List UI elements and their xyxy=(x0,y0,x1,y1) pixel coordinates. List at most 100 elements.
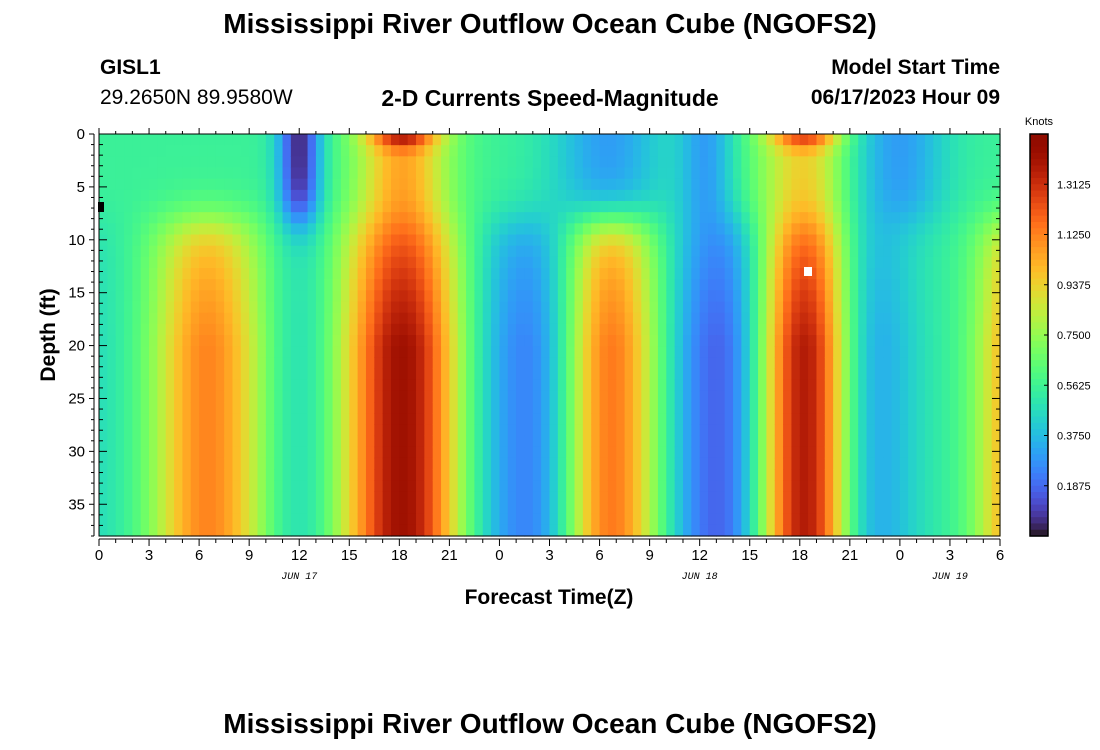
heatmap-cell xyxy=(766,256,776,269)
heatmap-cell xyxy=(716,312,726,325)
heatmap-cell xyxy=(190,256,200,269)
heatmap-cell xyxy=(199,491,209,504)
heatmap-cell xyxy=(783,201,793,213)
heatmap-cell xyxy=(708,312,717,325)
heatmap-cell xyxy=(774,301,784,314)
heatmap-cell xyxy=(290,368,300,381)
heatmap-cell xyxy=(941,480,951,492)
heatmap-cell xyxy=(749,256,759,269)
heatmap-cell xyxy=(624,513,634,526)
heatmap-cell xyxy=(532,335,542,347)
colorbar-step xyxy=(1030,159,1048,167)
heatmap-cell xyxy=(390,368,400,381)
heatmap-cell xyxy=(699,502,709,515)
heatmap-cell xyxy=(324,335,334,347)
heatmap-cell xyxy=(949,346,959,358)
heatmap-cell xyxy=(991,357,1001,370)
y-tick-label: 0 xyxy=(77,126,85,143)
heatmap-cell xyxy=(849,435,859,448)
heatmap-cell xyxy=(616,201,626,213)
heatmap-cell xyxy=(682,323,692,336)
date-labels: JUN 17 JUN 18 JUN 19 xyxy=(281,572,968,583)
heatmap-cell xyxy=(224,312,234,325)
heatmap-cell xyxy=(282,268,292,280)
depth-indicator xyxy=(98,202,104,212)
heatmap-cell xyxy=(758,502,767,515)
heatmap-cell xyxy=(482,357,492,370)
heatmap-cell xyxy=(257,167,267,180)
heatmap-cell xyxy=(132,368,142,381)
heatmap-cell xyxy=(265,312,275,325)
heatmap-cell xyxy=(424,156,434,169)
heatmap-cell xyxy=(649,480,659,492)
heatmap-cell xyxy=(315,502,325,515)
heatmap-cell xyxy=(607,424,617,437)
heatmap-cell xyxy=(607,301,617,314)
heatmap-cell xyxy=(632,524,642,537)
heatmap-cell xyxy=(641,390,651,403)
heatmap-cell xyxy=(716,256,726,269)
heatmap-cell xyxy=(657,234,667,247)
heatmap-cell xyxy=(140,145,150,157)
heatmap-cell xyxy=(699,201,709,213)
heatmap-cell xyxy=(708,167,717,180)
heatmap-cell xyxy=(482,346,492,358)
heatmap-cell xyxy=(157,301,167,314)
heatmap-cell xyxy=(666,256,676,269)
heatmap-cell xyxy=(315,379,325,392)
heatmap-cell xyxy=(174,491,184,504)
heatmap-cell xyxy=(582,368,592,381)
heatmap-cell xyxy=(182,212,192,224)
heatmap-cell xyxy=(374,457,384,470)
heatmap-cell xyxy=(632,502,642,515)
heatmap-cell xyxy=(599,335,609,347)
heatmap-cell xyxy=(324,201,334,213)
heatmap-cell xyxy=(532,167,542,180)
heatmap-cell xyxy=(682,256,692,269)
heatmap-cell xyxy=(257,390,267,403)
heatmap-cell xyxy=(649,435,659,448)
heatmap-cell xyxy=(224,480,234,492)
heatmap-cell xyxy=(874,189,884,202)
heatmap-cell xyxy=(441,256,450,269)
heatmap-cell xyxy=(357,290,367,303)
heatmap-cell xyxy=(399,134,409,146)
heatmap-cell xyxy=(507,312,517,325)
heatmap-cell xyxy=(441,435,450,448)
heatmap-cell xyxy=(457,424,467,437)
heatmap-cell xyxy=(716,134,726,146)
heatmap-cell xyxy=(107,234,117,247)
heatmap-cell xyxy=(457,178,467,191)
heatmap-cell xyxy=(624,346,634,358)
heatmap-cell xyxy=(140,346,150,358)
heatmap-cell xyxy=(407,357,417,370)
heatmap-cell xyxy=(632,212,642,224)
heatmap-cell xyxy=(532,513,542,526)
heatmap-cell xyxy=(541,480,551,492)
heatmap-cell xyxy=(983,413,993,425)
heatmap-cell xyxy=(891,379,901,392)
heatmap-cell xyxy=(324,290,334,303)
heatmap-cell xyxy=(107,402,117,414)
heatmap-cell xyxy=(616,346,626,358)
heatmap-cell xyxy=(165,524,175,537)
heatmap-cell xyxy=(674,457,684,470)
heatmap-cell xyxy=(833,323,843,336)
heatmap-cell xyxy=(482,212,492,224)
heatmap-cell xyxy=(974,390,984,403)
heatmap-cell xyxy=(833,268,843,280)
heatmap-cell xyxy=(240,379,250,392)
heatmap-cell xyxy=(491,212,501,224)
colorbar-step xyxy=(1030,265,1048,273)
heatmap-cell xyxy=(257,145,267,157)
heatmap-cell xyxy=(424,178,434,191)
heatmap-cell xyxy=(199,435,209,448)
heatmap-cell xyxy=(382,234,392,247)
heatmap-cell xyxy=(457,245,467,258)
heatmap-cell xyxy=(582,413,592,425)
heatmap-cell xyxy=(733,502,742,515)
heatmap-cell xyxy=(149,189,158,202)
heatmap-cell xyxy=(966,402,976,414)
heatmap-cell xyxy=(716,402,726,414)
heatmap-cell xyxy=(424,145,434,157)
